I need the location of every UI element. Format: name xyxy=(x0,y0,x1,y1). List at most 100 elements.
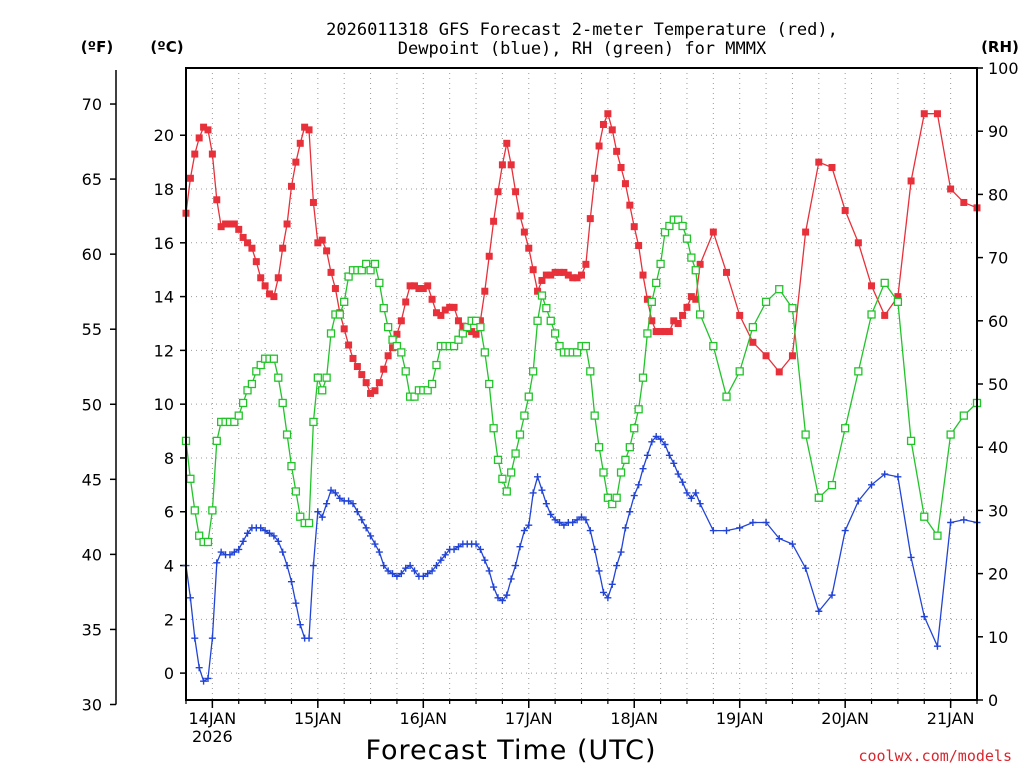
data-point-rh xyxy=(427,379,437,389)
celsius-tick-label: 4 xyxy=(164,557,174,576)
data-point-temperature xyxy=(353,363,361,371)
data-point-temperature xyxy=(573,274,581,282)
data-point-dewpoint xyxy=(498,596,506,604)
data-point-rh xyxy=(326,329,336,338)
data-point-temperature xyxy=(349,354,357,362)
data-point-rh xyxy=(696,310,705,319)
rh-axis-label: (RH) xyxy=(981,38,1019,56)
data-point-rh xyxy=(603,493,613,502)
celsius-tick-label: 12 xyxy=(154,341,174,360)
data-point-temperature xyxy=(529,266,537,274)
data-point-temperature xyxy=(490,217,498,225)
data-point-dewpoint xyxy=(481,556,489,564)
data-point-dewpoint xyxy=(305,634,313,642)
data-point-dewpoint xyxy=(762,519,770,527)
data-point-rh xyxy=(190,506,199,515)
data-point-dewpoint xyxy=(204,674,212,682)
data-point-dewpoint xyxy=(661,441,669,449)
data-point-rh xyxy=(458,329,468,338)
rh-tick-label: 50 xyxy=(988,375,1008,394)
data-point-dewpoint xyxy=(696,500,704,508)
data-point-rh xyxy=(291,487,301,496)
data-point-dewpoint xyxy=(679,478,687,486)
data-point-temperature xyxy=(494,188,502,196)
data-point-temperature xyxy=(630,223,638,231)
data-point-dewpoint xyxy=(200,677,208,685)
data-point-dewpoint xyxy=(437,556,445,564)
data-point-temperature xyxy=(279,244,287,252)
data-point-temperature xyxy=(472,330,480,338)
data-point-dewpoint xyxy=(648,438,656,446)
data-point-dewpoint xyxy=(599,588,607,596)
data-point-temperature xyxy=(248,244,256,252)
data-point-dewpoint xyxy=(367,532,375,540)
data-point-rh xyxy=(463,322,472,332)
data-point-dewpoint xyxy=(643,451,651,459)
data-point-dewpoint xyxy=(274,537,282,545)
data-point-dewpoint xyxy=(507,575,515,583)
data-point-temperature xyxy=(261,282,269,290)
fahrenheit-tick-label: 35 xyxy=(82,620,102,639)
data-point-temperature xyxy=(446,303,454,311)
data-point-temperature xyxy=(868,282,876,290)
data-point-dewpoint xyxy=(621,524,629,532)
data-point-dewpoint xyxy=(195,664,203,672)
data-point-rh xyxy=(449,341,459,351)
data-point-rh xyxy=(493,455,503,464)
data-point-rh xyxy=(537,291,547,300)
data-point-dewpoint xyxy=(525,521,533,529)
data-point-temperature xyxy=(670,317,678,325)
data-point-rh xyxy=(379,304,388,313)
x-tick-label: 19JAN xyxy=(716,709,764,728)
data-point-rh xyxy=(652,278,661,288)
data-point-rh xyxy=(612,493,621,502)
data-point-rh xyxy=(581,341,591,351)
data-point-temperature xyxy=(696,260,704,268)
data-point-rh xyxy=(524,392,533,401)
data-point-dewpoint xyxy=(520,527,528,535)
data-point-dewpoint xyxy=(534,473,542,481)
data-point-rh xyxy=(687,253,696,262)
data-point-dewpoint xyxy=(490,583,498,591)
data-point-temperature xyxy=(762,352,770,360)
data-point-temperature xyxy=(222,220,230,228)
data-point-dewpoint xyxy=(476,545,484,553)
data-point-rh xyxy=(397,348,406,357)
series-temperature xyxy=(182,110,981,397)
data-point-dewpoint xyxy=(933,642,941,650)
data-point-rh xyxy=(234,411,243,420)
data-point-temperature xyxy=(683,303,691,311)
data-point-dewpoint xyxy=(239,537,247,545)
data-point-dewpoint xyxy=(494,594,502,602)
rh-tick-label: 0 xyxy=(988,691,998,710)
data-point-dewpoint xyxy=(296,621,304,629)
celsius-tick-label: 16 xyxy=(154,234,174,253)
x-tick-label: 15JAN xyxy=(294,709,342,728)
data-point-rh xyxy=(454,335,463,344)
data-point-temperature xyxy=(468,328,476,336)
data-point-dewpoint xyxy=(542,500,550,508)
data-point-temperature xyxy=(516,212,524,220)
fahrenheit-tick-label: 30 xyxy=(82,696,102,715)
data-point-temperature xyxy=(639,271,647,279)
data-point-dewpoint xyxy=(406,562,414,570)
fahrenheit-tick-label: 50 xyxy=(82,395,102,414)
data-point-temperature xyxy=(608,126,616,134)
data-point-dewpoint xyxy=(432,562,440,570)
data-point-temperature xyxy=(318,236,326,244)
data-point-dewpoint xyxy=(441,551,449,559)
data-point-temperature xyxy=(503,139,511,147)
x-axis-title: Forecast Time (UTC) xyxy=(365,735,656,766)
grid-lines xyxy=(186,68,977,700)
x-tick-sublabel: 2026 xyxy=(192,727,233,746)
data-point-dewpoint xyxy=(960,516,968,524)
data-point-temperature xyxy=(371,387,379,395)
data-point-temperature xyxy=(534,287,542,295)
data-point-dewpoint xyxy=(331,489,339,497)
data-point-temperature xyxy=(375,379,383,387)
celsius-tick-label: 8 xyxy=(164,449,174,468)
data-point-temperature xyxy=(652,328,660,336)
data-point-rh xyxy=(238,398,248,408)
celsius-tick-label: 20 xyxy=(154,126,174,145)
data-point-dewpoint xyxy=(309,562,317,570)
